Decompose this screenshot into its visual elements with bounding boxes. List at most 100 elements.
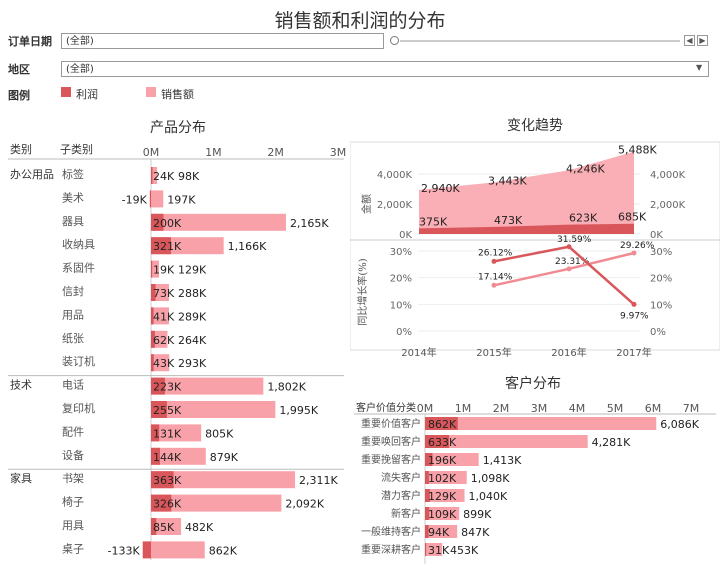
- trend-growth-point: [566, 244, 572, 250]
- product-sales-label: 482K: [185, 521, 214, 534]
- product-sales-label: 289K: [178, 310, 207, 323]
- product-profit-bar: [151, 354, 154, 372]
- legend-item-sales: 销售额: [161, 88, 194, 101]
- date-slider-handle[interactable]: [390, 36, 399, 45]
- customer-segment-label: 重要价值客户: [361, 417, 421, 430]
- customer-segment-label: 流失客户: [381, 471, 421, 484]
- product-profit-bar: [151, 494, 172, 512]
- product-profit-label: 41K: [153, 310, 175, 323]
- customer-chart-title: 客户分布: [505, 375, 561, 392]
- customer-segment-label: 一般维持客户: [361, 525, 421, 538]
- trend-top-tick-right: 2,000K: [650, 200, 686, 211]
- product-profit-label: 24K: [153, 170, 175, 183]
- product-sales-label: 1,166K: [228, 240, 267, 253]
- product-profit-bar: [149, 190, 151, 208]
- product-sales-label: 293K: [178, 357, 207, 370]
- date-slider-track[interactable]: [400, 40, 680, 42]
- product-axis-tick: 2M: [267, 146, 284, 159]
- product-profit-label: 200K: [153, 217, 182, 230]
- product-subcategory-label: 配件: [62, 425, 84, 438]
- customer-profit-bar: [425, 417, 458, 430]
- trend-x-label: 2014年: [401, 346, 436, 359]
- trend-profit-label: 623K: [569, 212, 598, 225]
- product-profit-bar: [151, 424, 160, 442]
- region-filter-label: 地区: [8, 63, 30, 76]
- trend-x-label: 2017年: [616, 346, 651, 359]
- page-title: 销售额和利润的分布: [274, 10, 446, 32]
- product-subcategory-label: 标签: [62, 167, 84, 181]
- trend-bottom-tick-right: 10%: [650, 300, 672, 311]
- product-profit-label: 223K: [153, 381, 182, 394]
- product-profit-bar: [151, 284, 156, 301]
- customer-axis-tick: 4M: [569, 402, 586, 415]
- product-profit-bar: [151, 471, 174, 489]
- product-profit-label: 255K: [153, 404, 182, 417]
- product-category-label: 办公用品: [10, 168, 54, 181]
- product-profit-label: 363K: [153, 474, 182, 487]
- customer-sales-bar: [425, 435, 588, 448]
- product-subcategory-label: 电话: [62, 379, 84, 392]
- product-profit-label: 62K: [153, 334, 175, 347]
- customer-sales-bar: [425, 489, 465, 502]
- customer-profit-label: 109K: [428, 508, 457, 521]
- trend-growth-label: 31.59%: [557, 235, 592, 245]
- product-subcategory-label: 书架: [62, 472, 84, 485]
- product-distribution-chart: 产品分布 类别 子类别 0M 1M 2M 3M 办公用品 标签 24K 98K 美术 -19K 1…: [8, 120, 346, 560]
- product-sales-label: 862K: [209, 544, 238, 557]
- product-subcategory-label: 收纳具: [62, 237, 95, 251]
- customer-segment-label: 重要挽留客户: [361, 453, 421, 466]
- trend-sales-label: 3,443K: [488, 174, 527, 187]
- product-category-label: 技术: [10, 379, 32, 392]
- date-filter-input[interactable]: (全部): [61, 33, 384, 49]
- product-sales-bar: [151, 260, 160, 278]
- product-sales-label: 1,995K: [279, 404, 318, 417]
- trend-profit-label: 375K: [419, 215, 448, 228]
- category-column-header: 类别: [10, 142, 32, 156]
- trend-sales-label: 5,488K: [618, 144, 657, 157]
- chevron-down-icon[interactable]: ▼: [696, 63, 703, 72]
- customer-sales-label: 1,040K: [469, 490, 508, 503]
- customer-sales-label: 847K: [461, 526, 490, 539]
- trend-sales-label: 4,246K: [566, 162, 605, 175]
- legend-swatch-sales: [146, 87, 156, 97]
- customer-axis-tick: 6M: [645, 402, 662, 415]
- product-profit-bar: [151, 167, 153, 184]
- product-subcategory-label: 用具: [62, 519, 84, 532]
- product-subcategory-label: 椅子: [62, 495, 84, 509]
- customer-sales-label: 6,086K: [660, 418, 699, 431]
- product-profit-bar: [151, 518, 157, 535]
- product-sales-label: 1,802K: [267, 381, 306, 394]
- product-sales-label: 2,311K: [299, 474, 338, 487]
- next-arrow-icon[interactable]: ▶: [697, 35, 708, 46]
- trend-chart: 变化趋势 4,000K 4,000K 2,000K 2,000K 0K 0K 金额 30% 30…: [350, 118, 720, 359]
- product-axis-tick: 3M: [330, 146, 346, 159]
- trend-top-ylabel: 金额: [360, 194, 373, 214]
- product-profit-bar: [151, 401, 167, 418]
- legend-swatch-profit: [61, 87, 71, 97]
- customer-profit-label: 633K: [428, 436, 457, 449]
- customer-profit-bar: [425, 471, 429, 484]
- product-subcategory-label: 用品: [62, 308, 84, 321]
- product-sales-label: 2,165K: [290, 217, 329, 230]
- trend-top-tick-right: 4,000K: [650, 170, 686, 181]
- product-sales-bar: [151, 424, 202, 442]
- product-sales-label: 805K: [205, 427, 234, 440]
- product-sales-label: 2,092K: [285, 498, 324, 511]
- product-profit-bar: [151, 213, 164, 231]
- trend-bottom-tick-right: 20%: [650, 274, 672, 285]
- product-sales-bar: [151, 377, 264, 395]
- product-sales-bar: [151, 213, 286, 231]
- prev-arrow-icon[interactable]: ◀: [684, 35, 695, 46]
- trend-bottom-tick-left: 0%: [396, 327, 412, 338]
- trend-top-tick-left: 2,000K: [377, 200, 413, 211]
- trend-growth-label: 23.31%: [555, 257, 590, 267]
- product-sales-bar: [151, 167, 158, 184]
- trend-bottom-tick-left: 10%: [390, 300, 412, 311]
- customer-profit-label: 94K: [428, 526, 450, 539]
- product-profit-bar: [151, 330, 155, 348]
- trend-bottom-tick-left: 30%: [390, 247, 412, 258]
- product-profit-bar: [151, 447, 160, 465]
- customer-axis-tick: 1M: [455, 402, 472, 415]
- region-filter-select[interactable]: (全部): [61, 61, 709, 77]
- product-subcategory-label: 复印机: [62, 401, 95, 415]
